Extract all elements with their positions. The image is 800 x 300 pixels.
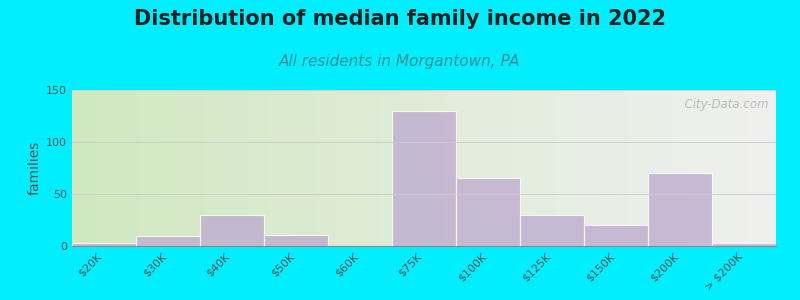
Bar (72, 243, 136, 246)
Bar (648, 173, 712, 246)
Bar (264, 235, 328, 246)
Bar (584, 225, 648, 246)
Bar (200, 215, 264, 246)
Bar (136, 236, 200, 246)
Bar (456, 178, 520, 246)
Text: City-Data.com: City-Data.com (678, 98, 769, 111)
Y-axis label: families: families (28, 141, 42, 195)
Bar (712, 243, 776, 246)
Bar (520, 215, 584, 246)
Text: Distribution of median family income in 2022: Distribution of median family income in … (134, 9, 666, 29)
Text: All residents in Morgantown, PA: All residents in Morgantown, PA (279, 54, 521, 69)
Bar (392, 111, 456, 246)
